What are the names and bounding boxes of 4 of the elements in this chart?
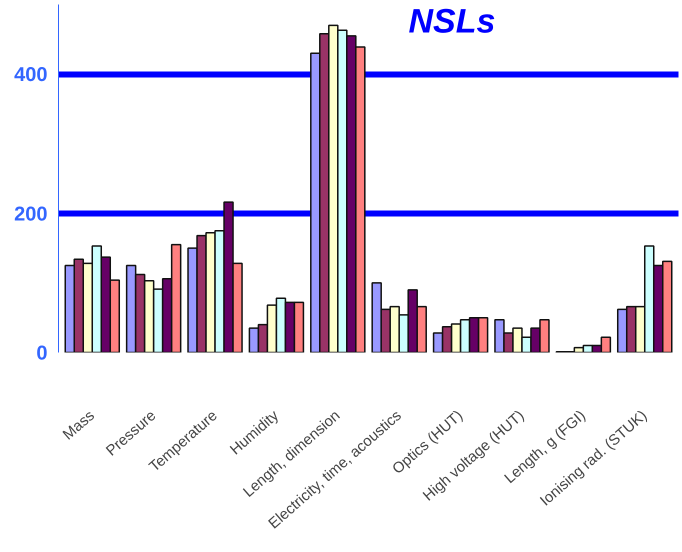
chart-title: NSLs [408, 2, 496, 40]
y-tick-label: 400 [14, 64, 48, 86]
y-tick-label: 0 [36, 342, 48, 364]
y-tick-label: 200 [14, 203, 48, 226]
